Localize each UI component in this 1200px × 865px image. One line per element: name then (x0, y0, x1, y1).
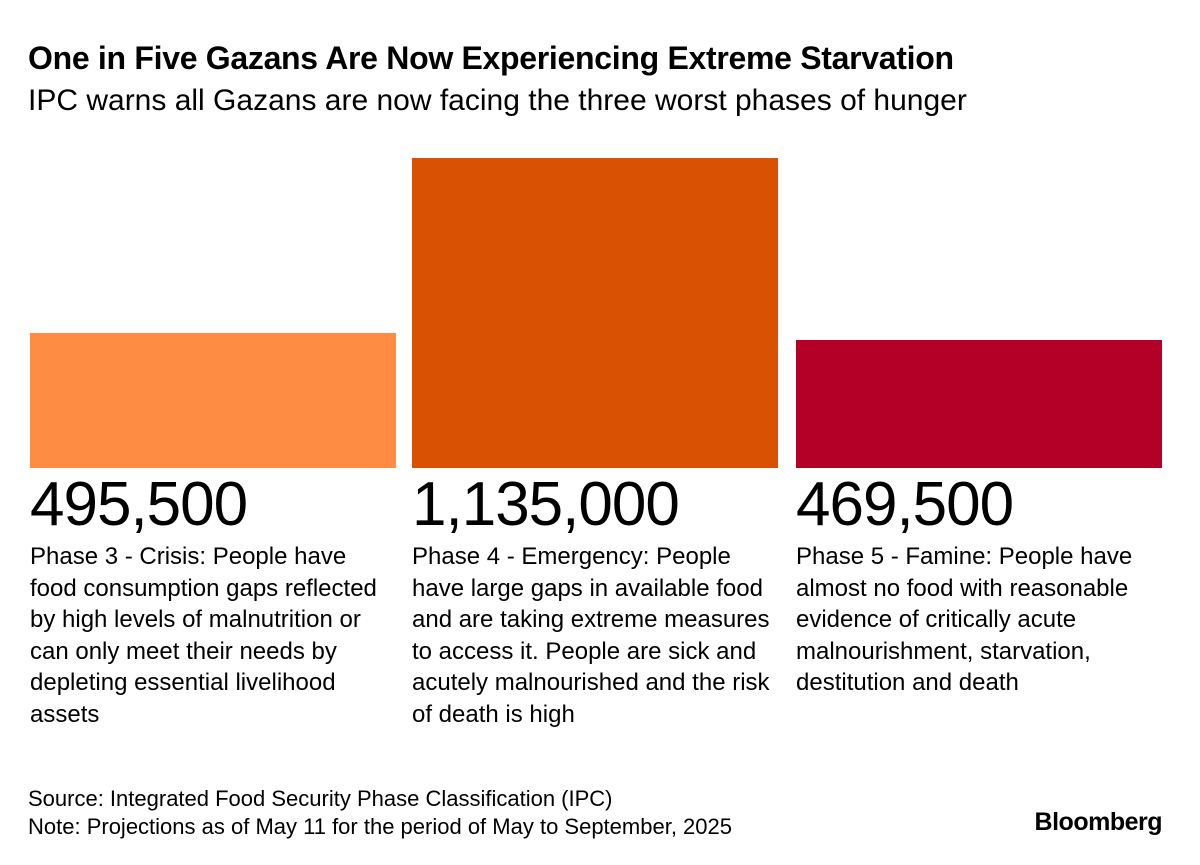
description-phase-3: Phase 3 - Crisis: People have food consu… (30, 543, 377, 728)
value-label-phase-5: 469,500 (796, 470, 1014, 539)
bloomberg-logo: Bloomberg (1034, 808, 1163, 836)
value-label-phase-4: 1,135,000 (412, 470, 680, 539)
chart-title: One in Five Gazans Are Now Experiencing … (28, 40, 954, 76)
value-label-phase-3: 495,500 (30, 470, 248, 539)
description-phase-5: Phase 5 - Famine: People have almost no … (796, 543, 1133, 696)
bar-phase-4 (412, 158, 778, 468)
chart-subtitle: IPC warns all Gazans are now facing the … (28, 84, 967, 117)
bar-phase-5 (796, 340, 1162, 468)
description-phase-4: Phase 4 - Emergency: People have large g… (412, 543, 770, 728)
projection-note: Note: Projections as of May 11 for the p… (28, 814, 732, 839)
bar-phase-3 (30, 333, 396, 468)
source-note: Source: Integrated Food Security Phase C… (28, 786, 613, 811)
